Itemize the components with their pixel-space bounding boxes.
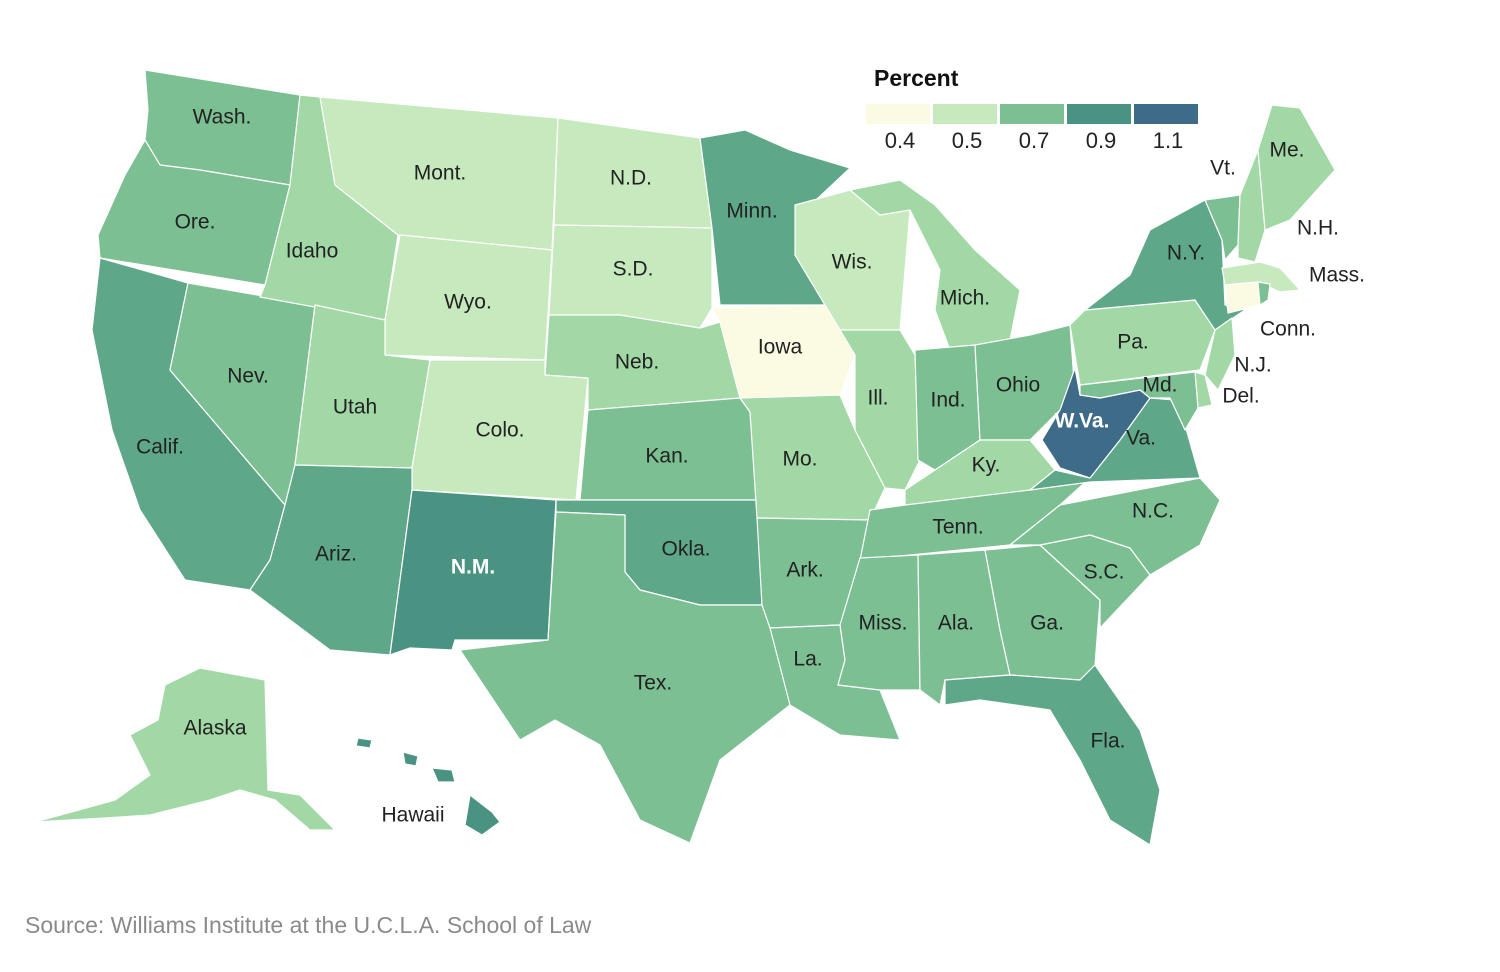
state-label-wv: W.Va. <box>1055 410 1110 433</box>
source-note: Source: Williams Institute at the U.C.L.… <box>25 912 592 938</box>
state-label-ar: Ark. <box>786 559 823 582</box>
state-nm <box>389 489 557 656</box>
state-label-al: Ala. <box>938 612 974 635</box>
state-label-ks: Kan. <box>645 445 688 468</box>
state-label-il: Ill. <box>868 387 889 410</box>
state-label-in: Ind. <box>930 389 965 412</box>
state-label-sc: S.C. <box>1084 561 1125 584</box>
legend-title: Percent <box>874 65 959 91</box>
state-label-de: Del. <box>1222 385 1259 408</box>
state-label-ak: Alaska <box>183 717 246 740</box>
state-label-ut: Utah <box>333 396 377 419</box>
legend: Percent 0.4 0.5 0.7 0.9 1.1 <box>866 65 1198 153</box>
legend-tick: 0.9 <box>1086 128 1117 153</box>
state-label-ok: Okla. <box>661 538 710 561</box>
state-label-hi: Hawaii <box>381 804 444 827</box>
state-vt <box>1204 194 1241 261</box>
state-label-wa: Wash. <box>193 106 252 129</box>
state-label-fl: Fla. <box>1090 730 1125 753</box>
state-nc <box>1009 477 1221 576</box>
state-label-oh: Ohio <box>996 374 1040 397</box>
state-label-la: La. <box>793 648 822 671</box>
state-label-nm: N.M. <box>451 556 495 579</box>
state-label-id: Idaho <box>286 240 339 263</box>
legend-tick: 0.5 <box>952 128 983 153</box>
state-label-nj: N.J. <box>1234 354 1271 377</box>
state-label-ms: Miss. <box>859 612 908 635</box>
state-label-az: Ariz. <box>315 543 357 566</box>
state-label-ga: Ga. <box>1030 612 1064 635</box>
state-label-ca: Calif. <box>136 436 184 459</box>
state-label-me: Me. <box>1269 139 1304 162</box>
state-me <box>1257 104 1336 231</box>
legend-tick: 0.4 <box>885 128 916 153</box>
legend-bin <box>1134 104 1198 124</box>
legend-tick: 0.7 <box>1019 128 1050 153</box>
state-tx <box>459 511 791 844</box>
state-nj <box>1204 317 1236 391</box>
states-layer <box>34 69 1336 846</box>
legend-bin <box>866 104 930 124</box>
state-mo <box>739 394 886 521</box>
state-label-ne: Neb. <box>615 351 659 374</box>
state-label-nv: Nev. <box>227 365 269 388</box>
state-ri <box>1257 281 1271 306</box>
state-label-mo: Mo. <box>782 448 817 471</box>
state-label-va: Va. <box>1126 427 1156 450</box>
state-fl <box>944 664 1161 846</box>
state-label-ky: Ky. <box>972 454 1001 477</box>
state-label-ma: Mass. <box>1309 264 1365 287</box>
legend-bin <box>1000 104 1064 124</box>
state-label-nc: N.C. <box>1132 500 1174 523</box>
state-label-ct: Conn. <box>1260 318 1316 341</box>
state-label-wi: Wis. <box>832 251 873 274</box>
state-az <box>249 464 413 656</box>
state-label-ia: Iowa <box>758 336 803 359</box>
state-label-mt: Mont. <box>414 162 467 185</box>
state-label-nh: N.H. <box>1297 217 1339 240</box>
state-va <box>1029 397 1201 491</box>
state-label-tx: Tex. <box>634 672 673 695</box>
state-hi <box>355 737 501 836</box>
state-label-co: Colo. <box>475 419 524 442</box>
state-ct <box>1224 281 1261 314</box>
state-label-md: Md. <box>1142 374 1177 397</box>
legend-bin <box>933 104 997 124</box>
state-label-or: Ore. <box>175 211 216 234</box>
state-ak <box>34 667 336 831</box>
labels-layer: Wash. Ore. Calif. Nev. Idaho Mont. Wyo. … <box>136 106 1365 827</box>
state-wy <box>384 234 553 361</box>
legend-bin <box>1067 104 1131 124</box>
state-label-nd: N.D. <box>610 167 652 190</box>
legend-tick: 1.1 <box>1153 128 1184 153</box>
state-label-tn: Tenn. <box>932 516 983 539</box>
state-label-pa: Pa. <box>1117 331 1149 354</box>
state-label-ny: N.Y. <box>1167 242 1205 265</box>
state-label-mn: Minn. <box>726 200 777 223</box>
state-label-mi: Mich. <box>940 287 990 310</box>
state-label-vt: Vt. <box>1210 157 1236 180</box>
state-md <box>1079 371 1199 431</box>
state-label-sd: S.D. <box>613 258 654 281</box>
state-label-wy: Wyo. <box>444 291 492 314</box>
